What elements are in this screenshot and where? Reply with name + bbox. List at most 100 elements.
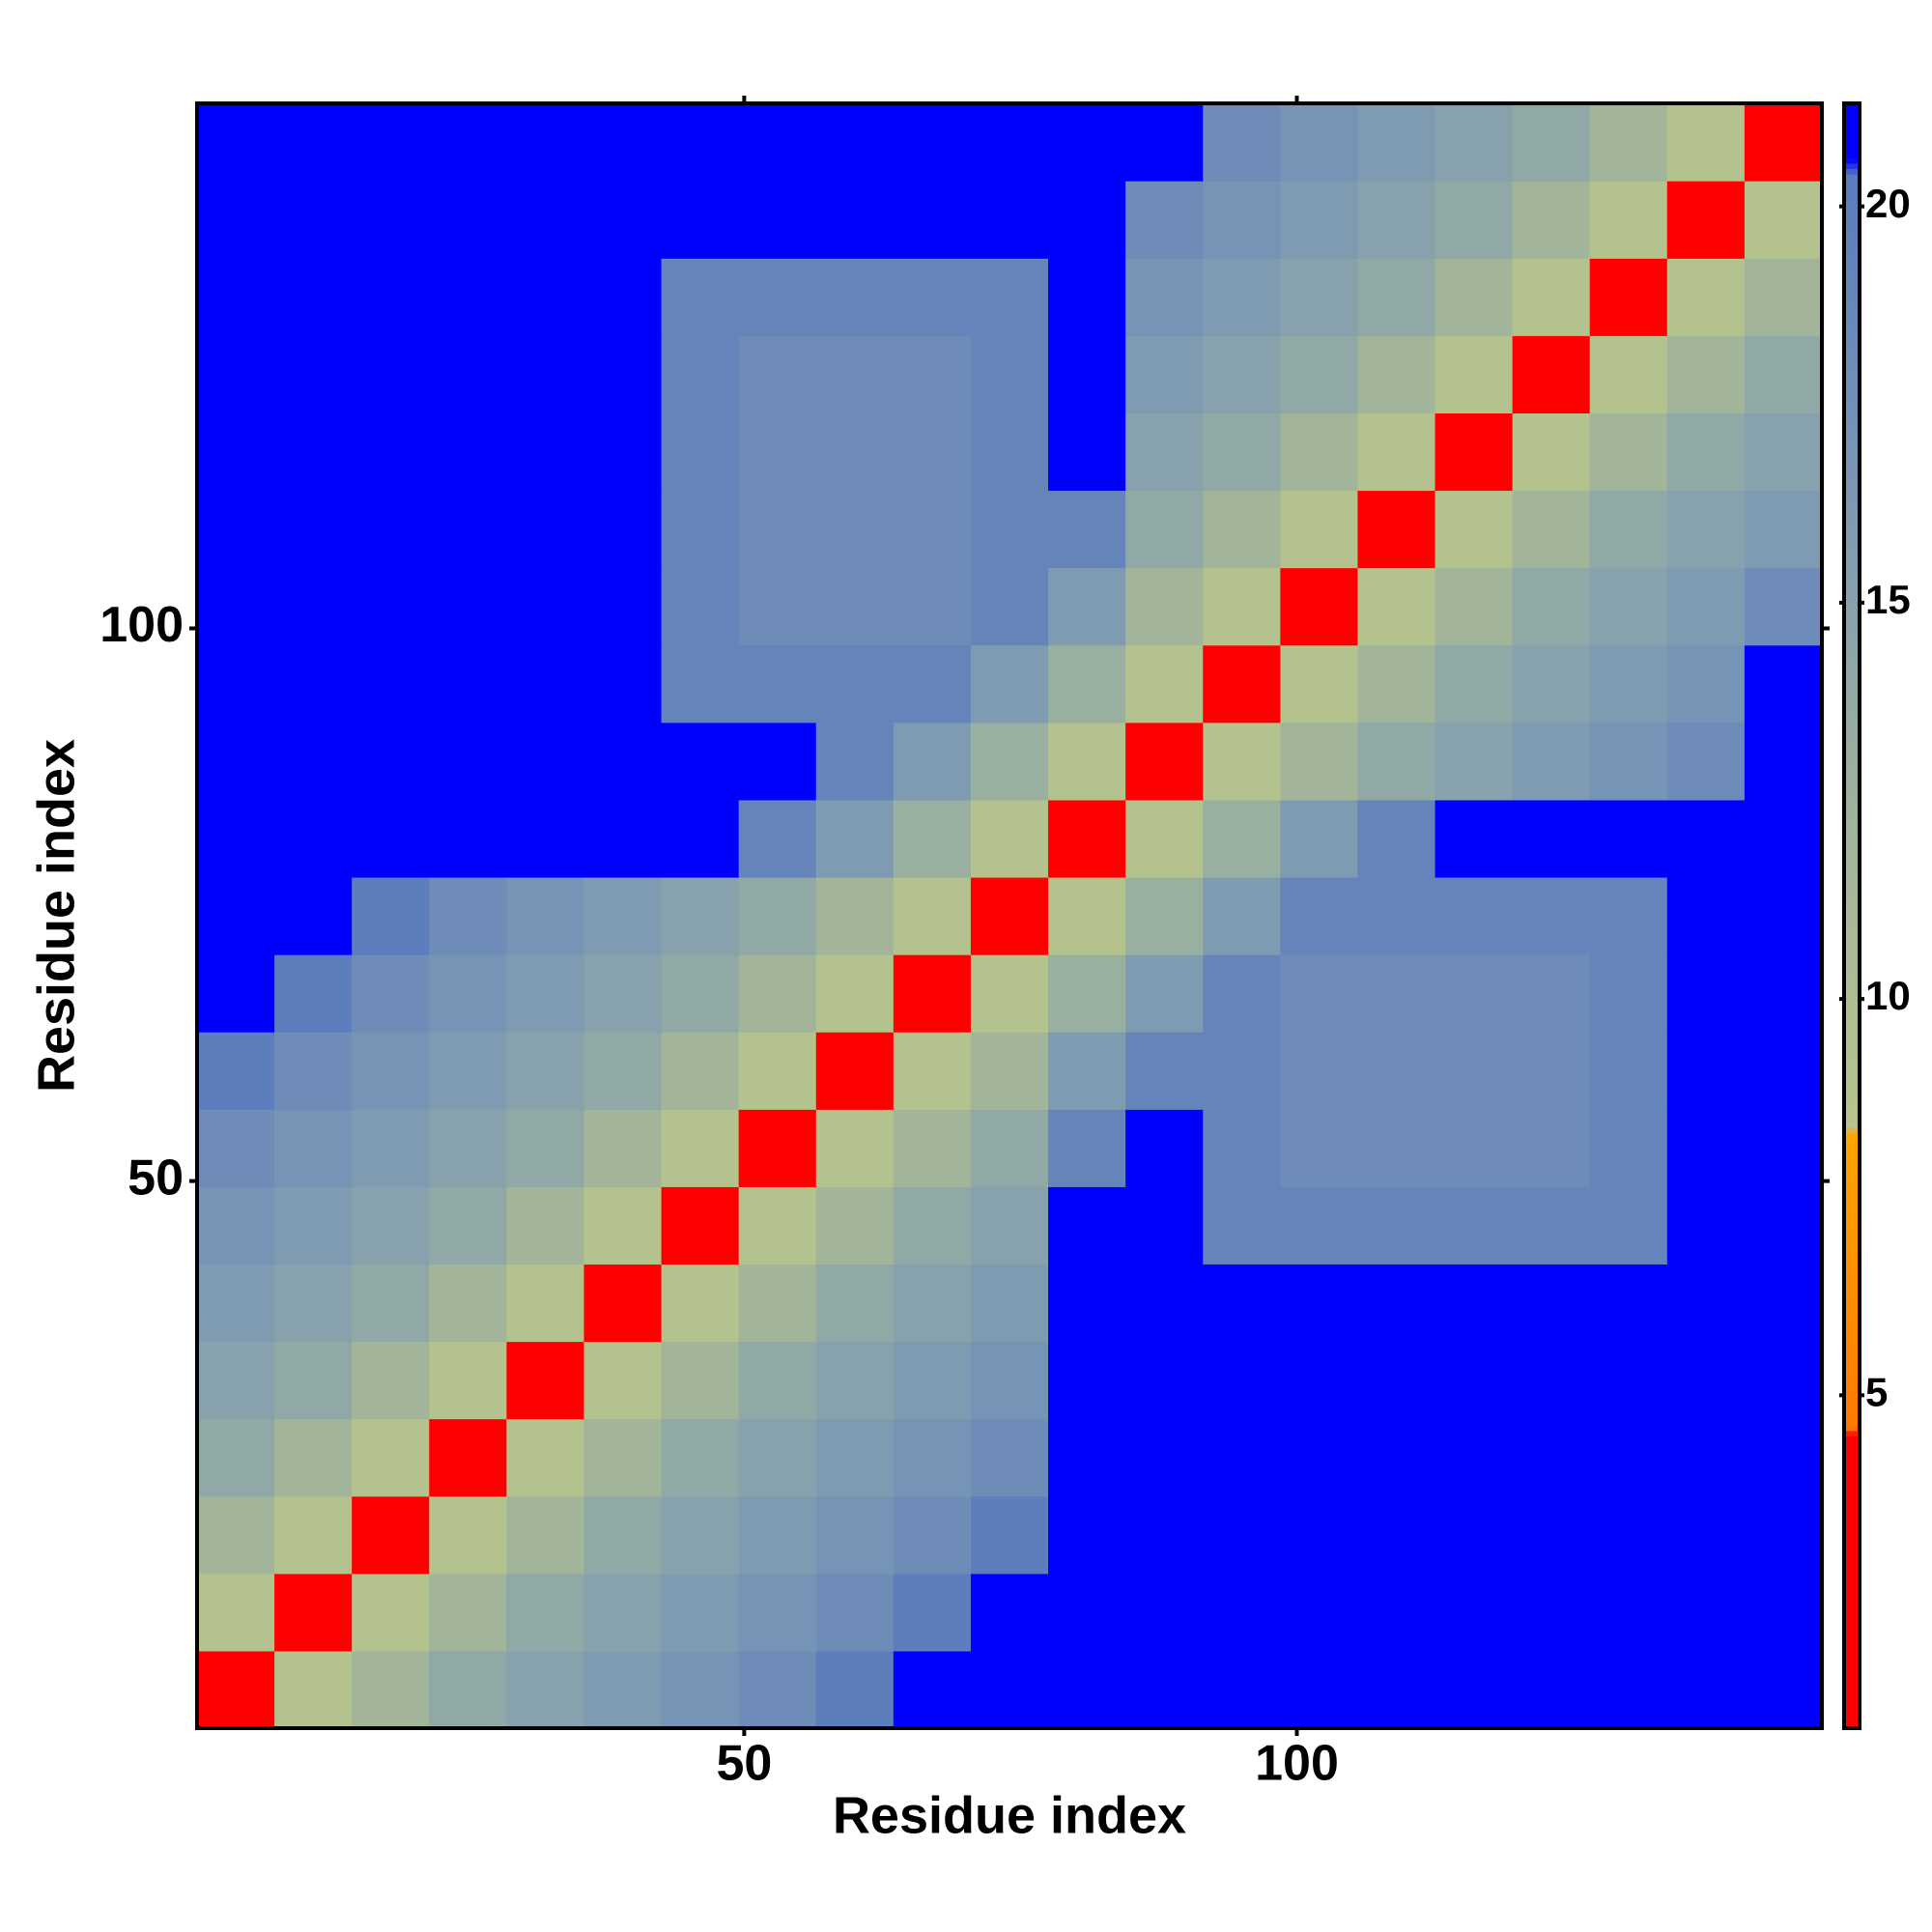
heatmap-cell <box>1048 1109 1126 1187</box>
colorbar-segment <box>1844 1700 1860 1708</box>
heatmap-cell <box>352 1264 430 1343</box>
colorbar-segment <box>1844 276 1860 283</box>
heatmap-cell <box>738 335 817 413</box>
heatmap-cell <box>1666 567 1746 646</box>
heatmap-cell <box>274 799 353 878</box>
colorbar-segment <box>1844 677 1860 684</box>
heatmap-cell <box>506 954 585 1033</box>
colorbar-segment <box>1844 1706 1860 1713</box>
heatmap-cell <box>1435 103 1514 182</box>
colorbar-segment <box>1844 937 1860 944</box>
colorbar-segment <box>1844 715 1860 722</box>
heatmap-cell <box>352 1573 430 1652</box>
colorbar-segment <box>1844 493 1860 500</box>
colorbar-segment <box>1844 347 1860 354</box>
heatmap-cell <box>1280 490 1359 569</box>
colorbar-segment <box>1844 114 1860 121</box>
heatmap-cell <box>1357 1573 1436 1652</box>
heatmap-cell <box>506 1186 585 1265</box>
heatmap-cell <box>970 1109 1049 1187</box>
colorbar-segment <box>1844 1608 1860 1616</box>
heatmap-cell <box>815 1418 895 1497</box>
heatmap-cell <box>1589 799 1668 878</box>
heatmap-cell <box>1435 490 1514 569</box>
colorbar-segment <box>1844 330 1860 337</box>
colorbar-segment <box>1844 455 1860 462</box>
heatmap-cell <box>506 103 585 182</box>
heatmap-cell <box>893 567 972 646</box>
colorbar-segment <box>1844 1571 1860 1577</box>
colorbar-segment <box>1844 1018 1860 1025</box>
colorbar-segment <box>1844 1500 1860 1507</box>
colorbar-segment <box>1844 1354 1860 1361</box>
heatmap-cell <box>1744 258 1823 336</box>
heatmap-cell <box>815 1341 895 1420</box>
heatmap-cell <box>1512 1264 1591 1343</box>
heatmap-cell <box>738 954 817 1033</box>
x-tick-label: 100 <box>1255 1736 1339 1792</box>
colorbar-segment <box>1844 417 1860 424</box>
heatmap-cell <box>1435 567 1514 646</box>
heatmap-cell <box>197 722 275 801</box>
heatmap-cell <box>661 1186 740 1265</box>
heatmap-cell <box>583 335 663 413</box>
colorbar-segment <box>1844 1284 1860 1291</box>
heatmap-cell <box>1744 1418 1823 1497</box>
heatmap-cell <box>1125 1341 1204 1420</box>
heatmap-cell <box>661 412 740 492</box>
colorbar-segment <box>1844 434 1860 440</box>
heatmap-cell <box>893 181 972 259</box>
colorbar-segment <box>1844 1452 1860 1459</box>
heatmap-cell <box>1666 722 1746 801</box>
colorbar-segment <box>1844 867 1860 873</box>
heatmap-cell <box>1280 722 1359 801</box>
colorbar-segment <box>1844 1170 1860 1177</box>
heatmap-cell <box>352 722 430 801</box>
colorbar-segment <box>1844 850 1860 858</box>
heatmap-cell <box>1435 1495 1514 1575</box>
colorbar-segment <box>1844 1213 1860 1220</box>
heatmap-cell <box>1435 1573 1514 1652</box>
colorbar-segment <box>1844 168 1860 175</box>
colorbar-segment <box>1844 704 1860 711</box>
colorbar-segment <box>1844 1533 1860 1540</box>
heatmap-cell <box>506 1573 585 1652</box>
heatmap-cell <box>661 1109 740 1187</box>
heatmap-cell <box>1589 412 1668 492</box>
colorbar-segment <box>1844 590 1860 598</box>
heatmap-cell <box>1589 644 1668 724</box>
colorbar-segment <box>1844 135 1860 143</box>
heatmap-cell <box>1435 1264 1514 1343</box>
heatmap-cell <box>970 799 1049 878</box>
colorbar-segment <box>1844 1105 1860 1112</box>
colorbar-segment <box>1844 872 1860 879</box>
colorbar-segment <box>1844 639 1860 646</box>
colorbar-segment <box>1844 185 1860 191</box>
colorbar-segment <box>1844 146 1860 154</box>
heatmap-cell <box>1744 799 1823 878</box>
colorbar-segment <box>1844 997 1860 1004</box>
colorbar-segment <box>1844 1062 1860 1068</box>
heatmap-cell <box>1435 644 1514 724</box>
heatmap-cell <box>1048 258 1126 336</box>
heatmap-cell <box>1512 490 1591 569</box>
heatmap-cell <box>1048 1495 1126 1575</box>
colorbar-segment <box>1844 1587 1860 1594</box>
heatmap-cell <box>1589 1186 1668 1265</box>
heatmap-cell <box>352 258 430 336</box>
heatmap-cell <box>1666 1573 1746 1652</box>
heatmap-cell <box>1666 335 1746 413</box>
colorbar-segment <box>1844 547 1860 554</box>
heatmap-cell <box>274 1418 353 1497</box>
colorbar-segment <box>1844 580 1860 586</box>
heatmap-cell <box>1589 1573 1668 1652</box>
heatmap-cell <box>1744 1032 1823 1110</box>
heatmap-cell <box>1666 1264 1746 1343</box>
heatmap-cell <box>1357 722 1436 801</box>
colorbar-segment <box>1844 1246 1860 1253</box>
heatmap-cell <box>815 722 895 801</box>
heatmap-cell <box>1280 181 1359 259</box>
heatmap-cell <box>583 644 663 724</box>
heatmap-cell <box>506 181 585 259</box>
colorbar-segment <box>1844 422 1860 430</box>
